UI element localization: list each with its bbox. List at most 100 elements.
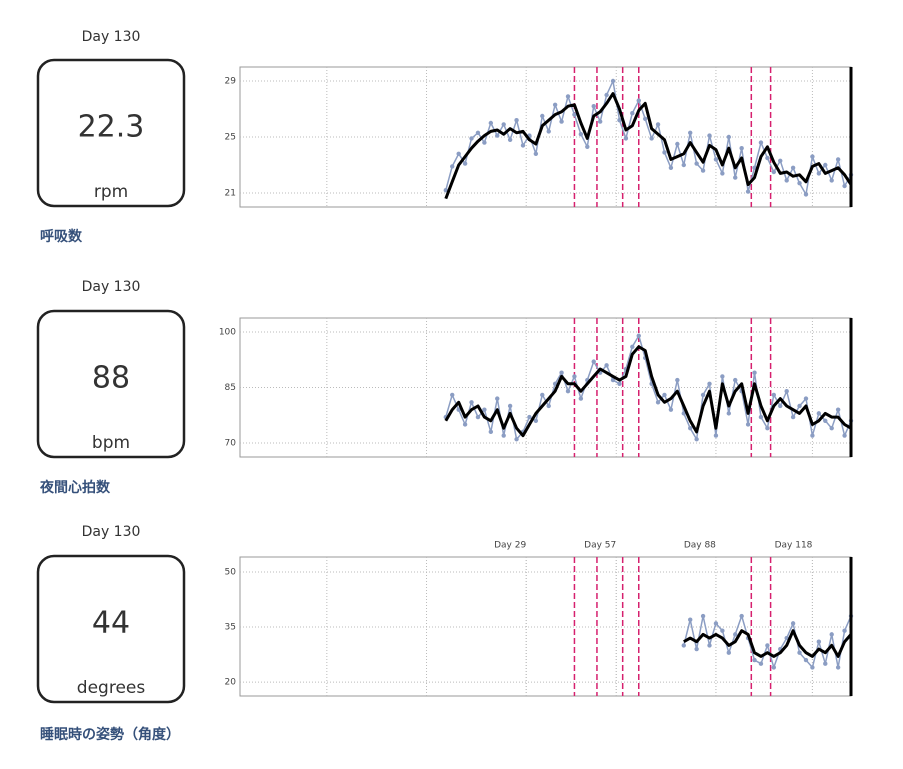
y-tick-label: 20: [225, 678, 237, 688]
data-point: [610, 78, 616, 84]
y-tick-label: 70: [225, 438, 237, 448]
y-tick-label: 29: [225, 77, 237, 87]
x-tick-label: Day 57: [584, 541, 616, 551]
day-label: Day 130: [82, 524, 141, 540]
data-point: [456, 407, 461, 412]
data-point: [816, 411, 822, 416]
data-point: [726, 411, 731, 416]
y-tick-label: 25: [225, 133, 236, 143]
data-point: [501, 433, 506, 438]
data-point: [501, 122, 506, 127]
data-point: [597, 119, 603, 124]
value: 22.3: [78, 110, 145, 145]
data-point: [829, 178, 834, 183]
trend-line: [683, 629, 853, 658]
data-point: [572, 112, 577, 117]
data-point: [700, 392, 706, 398]
data-point: [790, 165, 796, 170]
metric-label: 呼吸数: [40, 228, 83, 245]
value-box: [36, 309, 186, 459]
data-point: [630, 344, 635, 350]
data-point: [572, 374, 577, 379]
data-point: [514, 437, 519, 442]
day-label: Day 130: [82, 29, 141, 45]
data-point: [604, 92, 609, 98]
data-point: [681, 162, 686, 168]
data-point: [475, 130, 481, 135]
data-point: [745, 422, 751, 427]
data-point: [475, 414, 481, 420]
data-point: [790, 621, 796, 626]
data-point: [803, 657, 809, 663]
x-tick-label: Day 118: [775, 541, 813, 551]
day-label: Day 130: [82, 279, 141, 295]
metric-label: 睡眠時の姿勢（角度）: [40, 726, 180, 743]
data-point: [450, 164, 455, 169]
data-point: [733, 377, 738, 383]
data-point: [688, 425, 693, 431]
data-point: [482, 407, 487, 412]
data-point: [778, 403, 783, 409]
value-box: [36, 554, 186, 704]
x-tick-label: Day 29: [494, 541, 526, 551]
unit: rpm: [94, 182, 128, 202]
data-point: [700, 168, 706, 173]
data-point: [636, 98, 641, 103]
data-point: [514, 118, 519, 123]
data-point: [533, 151, 539, 156]
data-point: [559, 119, 564, 124]
data-point: [462, 161, 468, 166]
data-point: [842, 183, 847, 189]
data-point: [842, 628, 847, 633]
data-point: [829, 632, 834, 637]
data-point: [823, 661, 828, 666]
data-point: [790, 414, 796, 420]
data-point: [469, 400, 474, 405]
value: 44: [92, 606, 130, 641]
data-point: [797, 403, 802, 409]
data-point: [591, 359, 596, 364]
data-point: [482, 140, 487, 145]
data-point: [797, 650, 802, 655]
data-point: [488, 429, 494, 435]
data-point: [655, 122, 661, 127]
data-point: [495, 133, 500, 138]
data-point: [778, 158, 783, 163]
data-point: [617, 118, 622, 123]
data-point: [694, 161, 699, 166]
data-point: [810, 154, 815, 159]
data-point: [758, 414, 764, 420]
data-point: [784, 388, 789, 394]
unit: bpm: [92, 433, 130, 453]
data-point: [462, 422, 468, 427]
plot-area: [239, 556, 852, 697]
data-point: [745, 189, 751, 194]
y-tick-label: 50: [225, 568, 237, 578]
data-point: [803, 192, 809, 197]
data-point: [758, 140, 764, 145]
data-point: [694, 437, 699, 442]
data-point: [623, 136, 629, 141]
data-point: [617, 381, 622, 387]
data-point: [816, 639, 822, 644]
data-point: [565, 94, 571, 99]
data-point: [604, 363, 609, 368]
data-point: [552, 102, 558, 108]
data-point: [649, 136, 654, 141]
data-point: [681, 643, 686, 648]
data-point: [469, 136, 474, 141]
data-point: [675, 141, 680, 147]
data-point: [707, 643, 712, 648]
data-point: [681, 411, 686, 416]
data-point: [720, 171, 725, 176]
y-tick-label: 85: [225, 383, 236, 393]
data-point: [456, 151, 461, 156]
data-point: [559, 370, 564, 375]
data-point: [707, 133, 712, 138]
data-point: [565, 388, 571, 394]
unit: degrees: [77, 678, 146, 698]
data-point: [488, 120, 494, 126]
plot-area: [239, 317, 852, 458]
data-point: [784, 178, 789, 183]
